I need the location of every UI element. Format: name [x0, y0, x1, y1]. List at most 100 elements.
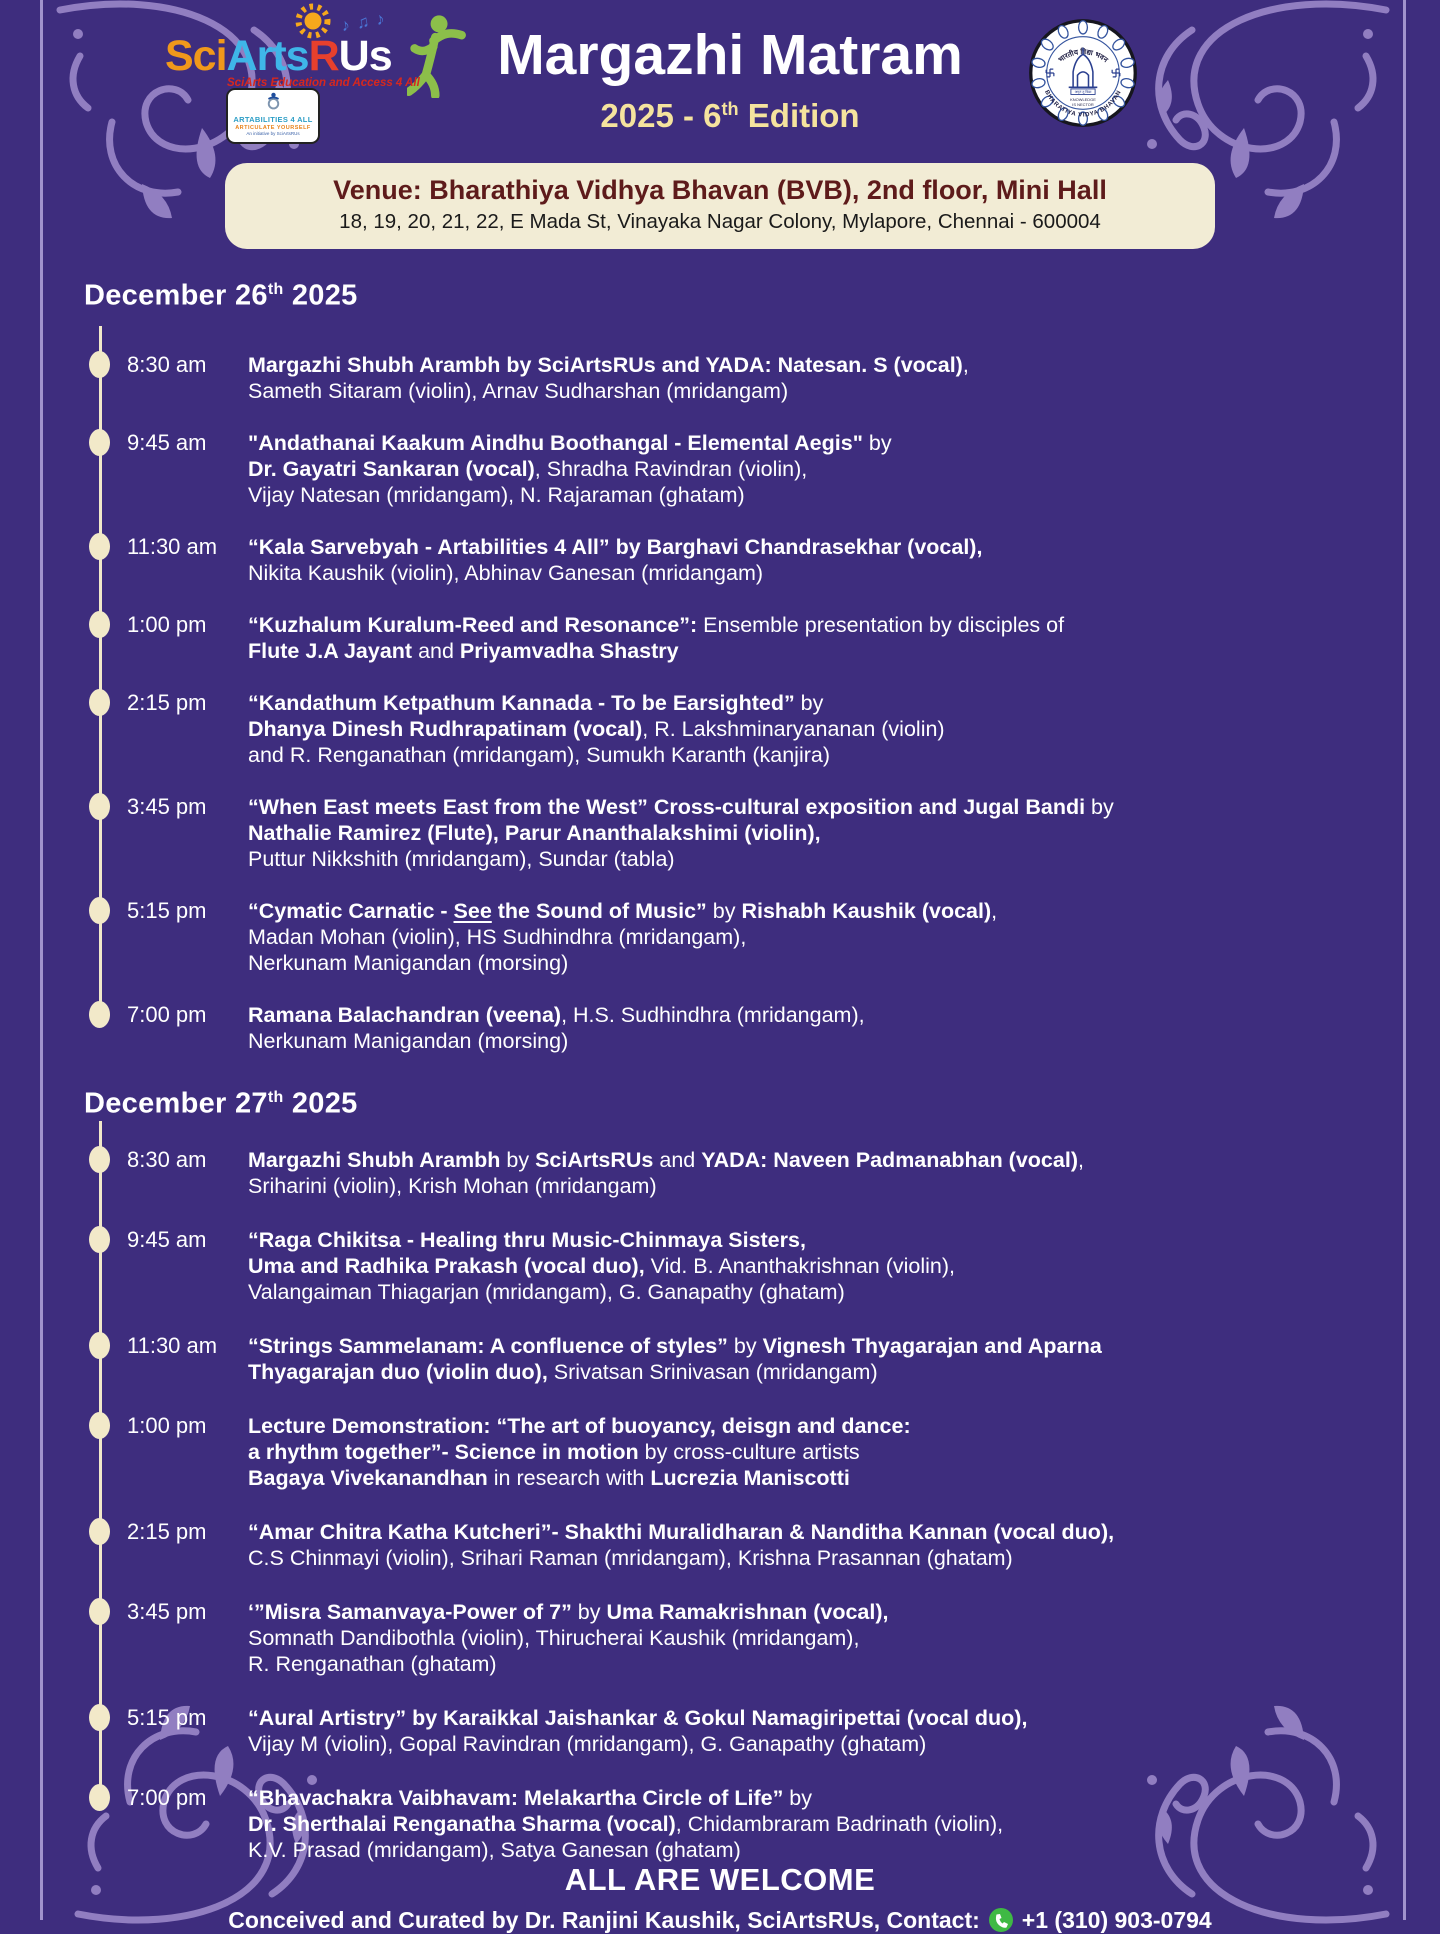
- day-section-december-26: December 26th 2025 8:30 am Margazhi Shubh…: [84, 273, 1394, 1081]
- event-time: 7:00 pm: [127, 1001, 207, 1027]
- timeline-dot: [89, 896, 110, 924]
- timeline-dot: [89, 1518, 110, 1546]
- event-text-line: Bagaya Vivekanandhan in research with Lu…: [248, 1466, 850, 1491]
- day-section-december-27: December 27th 2025 8:30 am Margazhi Shubh…: [84, 1081, 1394, 1893]
- event-description: "Andathanai Kaakum Aindhu Boothangal - E…: [248, 430, 892, 508]
- event-text-line: Nerkunam Manigandan (morsing): [248, 950, 569, 975]
- timeline-dot: [89, 1704, 110, 1732]
- event-text-line: Puttur Nikkshith (mridangam), Sundar (ta…: [248, 846, 675, 871]
- event-description: “Bhavachakra Vaibhavam: Melakartha Circl…: [248, 1785, 1003, 1863]
- logo-tagline: SciArts Education and Access 4 All: [227, 77, 420, 89]
- event-text-line: "Andathanai Kaakum Aindhu Boothangal - E…: [248, 430, 892, 455]
- event-time: 1:00 pm: [127, 611, 207, 637]
- event-text-line: Flute J.A Jayant and Priyamvadha Shastry: [248, 638, 679, 663]
- event-text-line: “Kala Sarvebyah - Artabilities 4 All” by…: [248, 534, 983, 559]
- event-time: 8:30 am: [127, 1147, 207, 1173]
- timeline-dot: [89, 1412, 110, 1440]
- timeline-line: [99, 325, 102, 1015]
- schedule-event: 9:45 am "Andathanai Kaakum Aindhu Boothan…: [89, 428, 1394, 508]
- event-text-line: “Cymatic Carnatic - See the Sound of Mus…: [248, 898, 998, 923]
- temple-icon: [1068, 47, 1098, 89]
- venue-title: Venue: Bharathiya Vidhya Bhavan (BVB), 2…: [333, 175, 1107, 205]
- logo-wordmark: SciArtsRUs: [165, 32, 393, 80]
- event-description: “Aural Artistry” by Karaikkal Jaishankar…: [248, 1705, 1027, 1757]
- event-text-line: Nathalie Ramirez (Flute), Parur Ananthal…: [248, 820, 821, 845]
- event-time: 2:15 pm: [127, 689, 207, 715]
- event-description: Margazhi Shubh Arambh by SciArtsRUs and …: [248, 1147, 1084, 1199]
- timeline-dot: [89, 1332, 110, 1360]
- event-text-line: and R. Renganathan (mridangam), Sumukh K…: [248, 742, 830, 767]
- event-description: “Strings Sammelanam: A confluence of sty…: [248, 1333, 1102, 1385]
- event-description: “When East meets East from the West” Cro…: [248, 794, 1114, 872]
- event-text-line: C.S Chinmayi (violin), Srihari Raman (mr…: [248, 1546, 1013, 1571]
- sun-icon: [295, 3, 331, 39]
- dancing-figure-icon: [407, 15, 466, 98]
- schedule-event: 3:45 pm “When East meets East from the We…: [89, 792, 1394, 872]
- event-text-line: “Amar Chitra Katha Kutcheri”- Shakthi Mu…: [248, 1520, 1115, 1545]
- event-time: 9:45 am: [127, 429, 207, 455]
- wheelchair-icon: [267, 92, 279, 110]
- timeline-dot: [89, 1598, 110, 1626]
- timeline-dot: [89, 1226, 110, 1254]
- event-time: 7:00 pm: [127, 1785, 207, 1811]
- event-time: 3:45 pm: [127, 793, 207, 819]
- schedule-event: 8:30 am Margazhi Shubh Arambh by SciArtsR…: [89, 1146, 1394, 1199]
- timeline-dot: [89, 428, 110, 456]
- event-time: 11:30 am: [127, 1333, 218, 1359]
- schedule-event: 11:30 am “Strings Sammelanam: A confluenc…: [89, 1332, 1394, 1385]
- event-description: “Cymatic Carnatic - See the Sound of Mus…: [248, 898, 997, 976]
- event-text-line: “When East meets East from the West” Cro…: [248, 794, 1114, 819]
- timeline: 8:30 am Margazhi Shubh Arambh by SciArtsR…: [89, 1121, 1394, 1892]
- event-text-line: Sameth Sitaram (violin), Arnav Sudharsha…: [248, 378, 789, 403]
- event-text-line: “Strings Sammelanam: A confluence of sty…: [248, 1334, 1102, 1359]
- sciartsrus-logo: ♪♫♪ SciArtsRUs SciArts Education and Acc…: [165, 3, 485, 109]
- event-text-line: ‘”Misra Samanvaya-Power of 7” by Uma Ram…: [248, 1600, 889, 1625]
- event-time: 5:15 pm: [127, 897, 207, 923]
- event-text-line: Uma and Radhika Prakash (vocal duo), Vid…: [248, 1254, 956, 1279]
- bharatiya-vidya-bhavan-logo: भारतीय विद्या भवन अमृतं तु विद्या KNOWLE…: [1028, 18, 1138, 128]
- event-text-line: “Kuzhalum Kuralum-Reed and Resonance”: E…: [248, 612, 1065, 637]
- event-text-line: “Aural Artistry” by Karaikkal Jaishankar…: [248, 1706, 1028, 1731]
- schedule-event: 5:15 pm “Aural Artistry” by Karaikkal Jai…: [89, 1704, 1394, 1757]
- event-description: “Kala Sarvebyah - Artabilities 4 All” by…: [248, 534, 982, 586]
- timeline-dot: [89, 350, 110, 378]
- event-text-line: Somnath Dandibothla (violin), Thiruchera…: [248, 1626, 860, 1651]
- bvb-band-text: अमृतं तु विद्या: [1075, 89, 1092, 94]
- event-text-line: “Bhavachakra Vaibhavam: Melakartha Circl…: [248, 1786, 813, 1811]
- venue-address: 18, 19, 20, 21, 22, E Mada St, Vinayaka …: [339, 210, 1101, 233]
- schedule-event: 3:45 pm ‘”Misra Samanvaya-Power of 7” by …: [89, 1598, 1394, 1677]
- timeline-line: [99, 1121, 102, 1799]
- event-text-line: Madan Mohan (violin), HS Sudhindhra (mri…: [248, 924, 747, 949]
- schedule-event: 2:15 pm “Kandathum Ketpathum Kannada - To…: [89, 688, 1394, 768]
- schedule-event: 8:30 am Margazhi Shubh Arambh by SciArtsR…: [89, 350, 1394, 404]
- event-text-line: Vijay Natesan (mridangam), N. Rajaraman …: [248, 482, 745, 507]
- event-description: “Kuzhalum Kuralum-Reed and Resonance”: E…: [248, 612, 1064, 664]
- event-time: 3:45 pm: [127, 1599, 207, 1625]
- event-description: Ramana Balachandran (veena), H.S. Sudhin…: [248, 1002, 865, 1054]
- timeline-dot: [89, 1146, 110, 1174]
- event-text-line: “Raga Chikitsa - Healing thru Music-Chin…: [248, 1228, 806, 1253]
- edition-subtitle: 2025 - 6th Edition: [600, 97, 860, 134]
- schedule-event: 5:15 pm “Cymatic Carnatic - See the Sound…: [89, 896, 1394, 976]
- event-text-line: Lecture Demonstration: “The art of buoya…: [248, 1414, 911, 1439]
- schedule-event: 2:15 pm “Amar Chitra Katha Kutcheri”- Sha…: [89, 1518, 1394, 1571]
- timeline: 8:30 am Margazhi Shubh Arambh by SciArtsR…: [89, 325, 1394, 1081]
- event-text-line: Nerkunam Manigandan (morsing): [248, 1028, 569, 1053]
- timeline-dot: [89, 1000, 110, 1028]
- event-text-line: Margazhi Shubh Arambh by SciArtsRUs and …: [248, 1148, 1084, 1173]
- timeline-dot: [89, 688, 110, 716]
- event-time: 5:15 pm: [127, 1705, 207, 1731]
- event-time: 11:30 am: [127, 533, 218, 559]
- artabilities-subtitle: ARTICULATE YOURSELF: [235, 125, 311, 132]
- artabilities-logo: ARTABILITIES 4 ALL ARTICULATE YOURSELF A…: [226, 88, 320, 144]
- timeline-dot: [89, 1784, 110, 1812]
- event-text-line: Nikita Kaushik (violin), Abhinav Ganesan…: [248, 560, 764, 585]
- event-text-line: Dr. Gayatri Sankaran (vocal), Shradha Ra…: [248, 456, 808, 481]
- page-title: Margazhi Matram: [497, 23, 963, 87]
- swastika-icons: [1045, 68, 1121, 78]
- event-description: Margazhi Shubh Arambh by SciArtsRUs and …: [248, 352, 969, 404]
- event-text-line: R. Renganathan (ghatam): [248, 1652, 497, 1677]
- timeline-dot: [89, 792, 110, 820]
- event-description: “Kandathum Ketpathum Kannada - To be Ear…: [248, 690, 945, 768]
- timeline-dot: [89, 532, 110, 560]
